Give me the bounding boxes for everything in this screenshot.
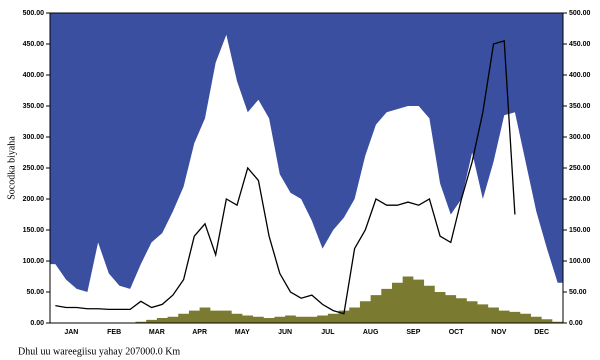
area bbox=[50, 276, 563, 323]
y2-tick-label: 150.00 bbox=[569, 227, 591, 234]
y-tick-label: 300.00 bbox=[23, 134, 45, 141]
y-tick-label: 400.00 bbox=[23, 72, 45, 79]
y2-tick-label: 500.00 bbox=[569, 10, 591, 17]
caption: Dhul uu wareegiisu yahay 207000.0 Km bbox=[18, 346, 180, 357]
y-tick-label: 0.00 bbox=[30, 320, 44, 327]
y2-tick-label: 50.00 bbox=[569, 289, 587, 296]
y-tick-label: 150.00 bbox=[23, 227, 45, 234]
x-tick-label: MAY bbox=[235, 329, 250, 336]
y-tick-label: 450.00 bbox=[23, 41, 45, 48]
x-tick-label: SEP bbox=[406, 329, 420, 336]
x-tick-label: NOV bbox=[491, 329, 507, 336]
x-tick-label: JUN bbox=[278, 329, 292, 336]
x-tick-label: AUG bbox=[363, 329, 379, 336]
y2-tick-label: 100.00 bbox=[569, 258, 591, 265]
x-tick-label: OCT bbox=[449, 329, 465, 336]
x-tick-label: MAR bbox=[149, 329, 165, 336]
y-tick-label: 50.00 bbox=[26, 289, 44, 296]
y2-tick-label: 300.00 bbox=[569, 134, 591, 141]
line bbox=[55, 40, 516, 315]
x-tick-label: JUL bbox=[321, 329, 335, 336]
y-tick-label: 350.00 bbox=[23, 103, 45, 110]
y-tick-label: 500.00 bbox=[23, 10, 45, 17]
y2-tick-label: 0.00 bbox=[569, 320, 583, 327]
y2-tick-label: 450.00 bbox=[569, 41, 591, 48]
y2-tick-label: 250.00 bbox=[569, 165, 591, 172]
y2-tick-label: 200.00 bbox=[569, 196, 591, 203]
x-tick-label: DEC bbox=[534, 329, 549, 336]
y2-tick-label: 350.00 bbox=[569, 103, 591, 110]
y-tick-label: 100.00 bbox=[23, 258, 45, 265]
y-axis-label: Socodka biyaha bbox=[6, 136, 17, 200]
x-tick-label: JAN bbox=[64, 329, 78, 336]
y-tick-label: 250.00 bbox=[23, 165, 45, 172]
x-tick-label: APR bbox=[192, 329, 207, 336]
x-tick-label: FEB bbox=[107, 329, 121, 336]
y2-tick-label: 400.00 bbox=[569, 72, 591, 79]
y-tick-label: 200.00 bbox=[23, 196, 45, 203]
area-above bbox=[50, 13, 563, 292]
